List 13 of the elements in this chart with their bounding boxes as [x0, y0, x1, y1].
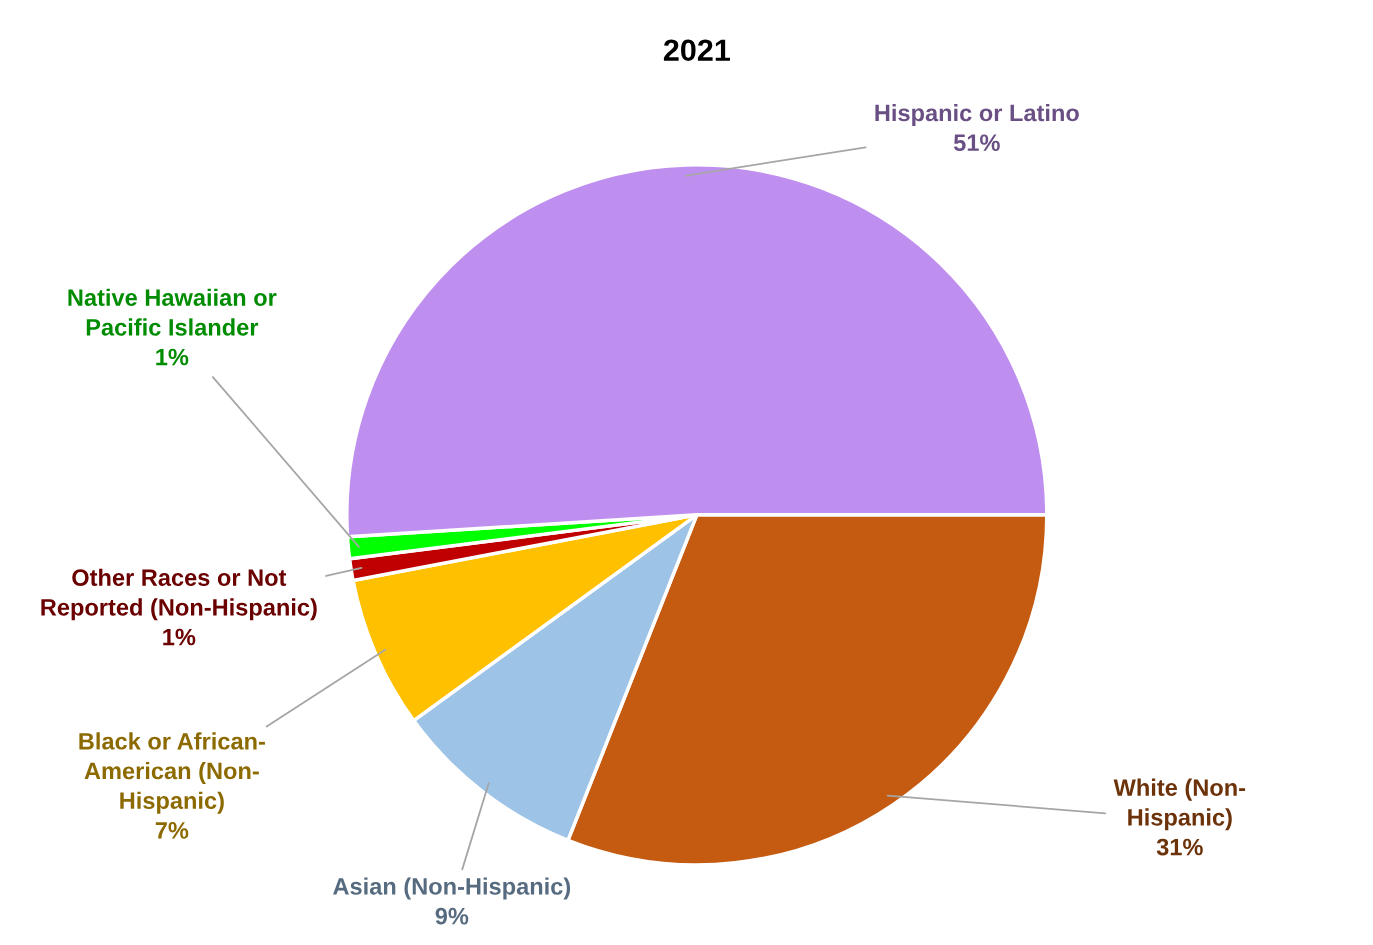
slice-label: Native Hawaiian or Pacific Islander	[68, 288, 277, 336]
data-label: 1%	[163, 628, 196, 646]
data-label: 31%	[1156, 838, 1203, 856]
slice-label: Other Races or Not Reported (Non-Hispanic)	[41, 568, 317, 621]
data-label: 1%	[156, 348, 189, 366]
data-label: 9%	[435, 907, 469, 925]
slice-label: Asian (Non-Hispanic)	[333, 877, 571, 900]
data-label: 51%	[953, 134, 1000, 152]
chart-title: 2021	[663, 39, 730, 62]
data-label: 7%	[155, 822, 189, 839]
slice-label: Black or African- American (Non- Hispanic)	[79, 732, 265, 814]
slice-label: Hispanic or Latino	[875, 104, 1079, 127]
slice-label: White (Non- Hispanic)	[1113, 778, 1246, 831]
